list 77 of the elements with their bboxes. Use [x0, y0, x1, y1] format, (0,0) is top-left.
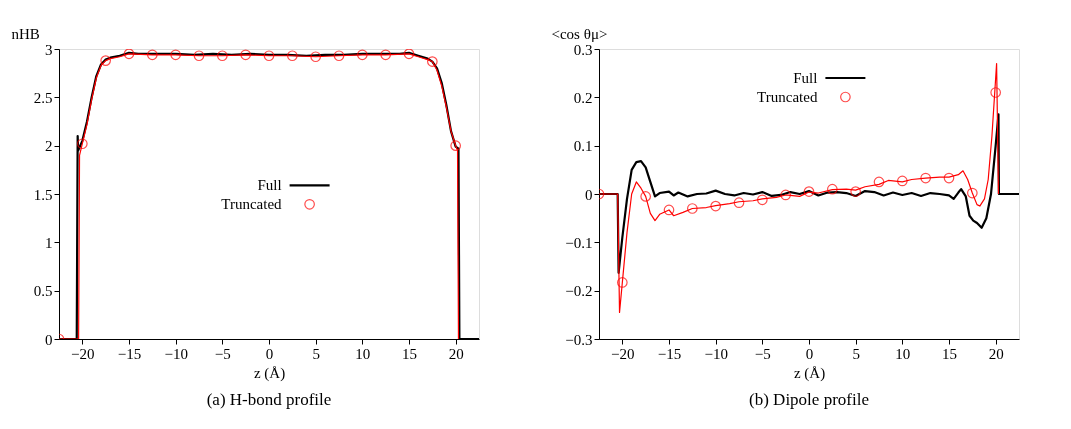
x-axis-title: z (Å)	[253, 364, 286, 382]
x-tick-label: −20	[611, 345, 635, 362]
y-tick-label: 0.2	[573, 89, 593, 106]
x-axis-title: z (Å)	[793, 364, 826, 382]
y-tick-label: 0.1	[573, 138, 593, 155]
point	[966, 187, 978, 199]
y-tick-label: 1	[45, 234, 53, 251]
y-tick-label: 0.5	[33, 283, 53, 300]
point	[310, 51, 322, 63]
point	[826, 183, 838, 195]
point	[710, 200, 722, 212]
x-tick-label: −10	[704, 345, 728, 362]
point	[616, 277, 628, 288]
y-tick-label: 3	[45, 41, 53, 58]
point	[663, 204, 675, 216]
y-tick-label: 2.5	[33, 89, 53, 106]
x-tick-label: −15	[657, 345, 682, 362]
point	[100, 55, 112, 66]
point	[356, 49, 368, 61]
point	[76, 138, 88, 150]
point	[990, 87, 1002, 98]
legend-label: Truncated	[757, 89, 818, 105]
point	[873, 176, 885, 188]
point	[403, 49, 415, 60]
point	[193, 50, 205, 62]
point	[286, 50, 298, 62]
legend-label: Truncated	[221, 196, 283, 213]
point	[380, 49, 392, 61]
x-tick-label: 15	[402, 345, 417, 362]
y-tick-label: −0.1	[565, 234, 593, 251]
point	[123, 49, 135, 60]
point	[756, 194, 768, 206]
point	[850, 186, 862, 197]
point	[686, 203, 698, 214]
x-tick-label: −5	[754, 345, 771, 362]
x-tick-label: −20	[71, 345, 95, 362]
x-tick-label: 10	[895, 345, 911, 362]
text: (b) Dipole profile	[749, 390, 869, 409]
y-tick-label: 2	[45, 138, 53, 155]
x-tick-label: 10	[355, 345, 371, 362]
point	[780, 189, 792, 201]
y-axis-title: nHB	[11, 25, 40, 42]
y-tick-label: 0	[45, 331, 53, 348]
x-tick-label: 20	[988, 345, 1004, 362]
line-series	[599, 62, 1000, 314]
y-tick-label: 1.5	[33, 186, 53, 203]
point	[640, 191, 652, 202]
point	[450, 140, 462, 151]
point	[146, 49, 158, 61]
legend-label: Full	[793, 70, 818, 86]
x-tick-label: 15	[942, 345, 957, 362]
point	[263, 50, 275, 62]
x-tick-label: −10	[164, 345, 188, 362]
y-axis-title: <cos θμ>	[551, 25, 608, 42]
point	[216, 50, 228, 62]
point	[333, 50, 345, 62]
y-tick-label: 0.3	[573, 41, 593, 58]
text: (a) H-bond profile	[206, 390, 332, 409]
x-tick-label: 0	[265, 345, 274, 362]
x-tick-label: 0	[805, 345, 814, 362]
x-tick-label: 5	[852, 345, 860, 362]
legend-label: Full	[257, 177, 282, 194]
y-tick-label: −0.3	[565, 331, 593, 348]
point	[426, 56, 438, 67]
point	[803, 186, 815, 197]
point	[943, 172, 955, 184]
y-tick-label: −0.2	[565, 283, 593, 300]
point	[733, 197, 745, 209]
point	[240, 49, 252, 61]
y-tick-label: 0	[585, 186, 593, 203]
point	[896, 175, 908, 187]
x-tick-label: 20	[448, 345, 464, 362]
point	[170, 49, 182, 61]
x-tick-label: −5	[214, 345, 231, 362]
x-tick-label: 5	[312, 345, 320, 362]
point	[920, 172, 932, 184]
x-tick-label: −15	[117, 345, 142, 362]
